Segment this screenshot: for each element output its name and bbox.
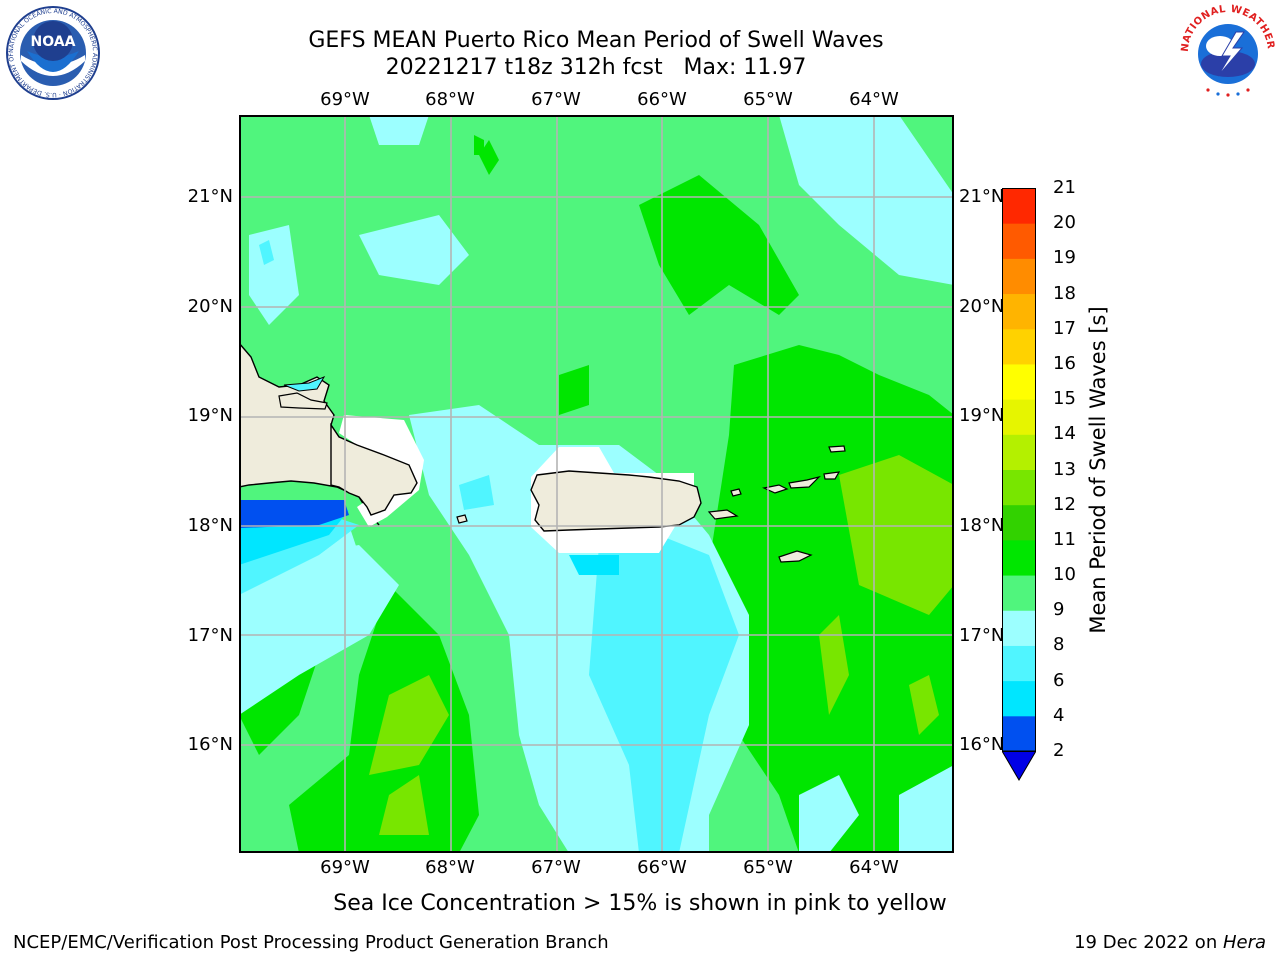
lon-label-top-64w: 64°W [849, 89, 899, 110]
nws-logo: NATIONAL WEATHER SERVICE [1178, 2, 1276, 99]
colorbar-segment [1002, 575, 1036, 611]
colorbar-title: Mean Period of Swell Waves [s] [1086, 306, 1110, 634]
lat-label-left-18n: 18°N [187, 515, 233, 536]
colorbar-segment [1002, 469, 1036, 506]
colorbar-segment [1002, 539, 1036, 576]
swell-period-map [239, 115, 954, 853]
lat-label-right-17n: 17°N [959, 625, 1005, 646]
colorbar-segment [1002, 223, 1036, 259]
lat-label-left-20n: 20°N [187, 296, 233, 317]
map-title-line2: 20221217 t18z 312h fcst Max: 11.97 [385, 55, 807, 80]
colorbar-segment [1002, 680, 1036, 717]
lon-label-top-65w: 65°W [743, 89, 793, 110]
colorbar-segment [1002, 434, 1036, 470]
contour-2-4s [239, 500, 349, 528]
hispaniola-halo [339, 415, 424, 527]
lon-label-top-69w: 69°W [320, 89, 370, 110]
colorbar-tick-label: 6 [1053, 669, 1065, 691]
colorbar-tick-label: 20 [1053, 212, 1076, 234]
vieques-island [707, 509, 739, 520]
contour-11-12s [369, 455, 954, 835]
colorbar-tick-label: 4 [1053, 704, 1065, 726]
hispaniola-land-east [330, 422, 418, 516]
colorbar [1002, 188, 1036, 781]
lon-label-bottom-67w: 67°W [531, 857, 581, 878]
lat-label-right-20n: 20°N [959, 296, 1005, 317]
colorbar-tick-label: 16 [1053, 352, 1076, 374]
lon-label-bottom-66w: 66°W [637, 857, 687, 878]
colorbar-tick-label: 2 [1053, 740, 1065, 761]
colorbar-tick-label: 21 [1053, 177, 1076, 198]
colorbar-tick-label: 12 [1053, 493, 1076, 515]
lat-label-left-21n: 21°N [187, 186, 233, 207]
lat-label-right-19n: 19°N [959, 405, 1005, 426]
credit-branch: NCEP/EMC/Verification Post Processing Pr… [13, 932, 609, 953]
map-frame [239, 115, 954, 853]
lat-label-right-18n: 18°N [959, 515, 1005, 536]
lon-label-bottom-65w: 65°W [743, 857, 793, 878]
puerto-rico-land [530, 470, 702, 532]
colorbar-tick-label: 14 [1053, 423, 1076, 445]
colorbar-segment [1002, 610, 1036, 646]
colorbar-tick-label: 17 [1053, 317, 1076, 339]
lon-label-bottom-69w: 69°W [320, 857, 370, 878]
colorbar-tick-label: 13 [1053, 458, 1076, 480]
lat-label-left-16n: 16°N [187, 734, 233, 755]
tortuga-island [278, 392, 328, 410]
credit-date: 19 Dec 2022 on Hera [1074, 932, 1266, 953]
colorbar-tick-label: 19 [1053, 247, 1076, 269]
colorbar-tick-label: 10 [1053, 564, 1076, 586]
lon-label-bottom-64w: 64°W [849, 857, 899, 878]
colorbar-tick-label: 11 [1053, 528, 1076, 550]
lat-label-left-19n: 19°N [187, 405, 233, 426]
noaa-text: NOAA [31, 34, 76, 50]
colorbar-segment [1002, 504, 1036, 541]
credit-date-text: 19 Dec 2022 on [1074, 932, 1223, 953]
map-title-line1: GEFS MEAN Puerto Rico Mean Period of Swe… [308, 28, 884, 53]
map-gridlines [239, 115, 954, 853]
colorbar-segment [1002, 645, 1036, 682]
colorbar-segment [1002, 188, 1036, 224]
lat-label-right-16n: 16°N [959, 734, 1005, 755]
colorbar-segment [1002, 363, 1036, 400]
lat-label-right-21n: 21°N [959, 186, 1005, 207]
mona-island [456, 514, 468, 524]
colorbar-frame [1002, 188, 1036, 752]
colorbar-segment [1002, 293, 1036, 330]
lon-label-bottom-68w: 68°W [425, 857, 475, 878]
lon-label-top-67w: 67°W [531, 89, 581, 110]
noaa-logo: NATIONAL OCEANIC AND ATMOSPHERIC ADMINIS… [5, 5, 100, 100]
colorbar-tick-label: 18 [1053, 282, 1076, 304]
sea-ice-note: Sea Ice Concentration > 15% is shown in … [333, 891, 947, 916]
lon-label-top-66w: 66°W [637, 89, 687, 110]
credit-host: Hera [1222, 932, 1266, 953]
colorbar-tick-label: 9 [1053, 599, 1065, 621]
gonave-lake [283, 375, 326, 392]
colorbar-segment [1002, 715, 1036, 752]
lon-label-top-68w: 68°W [425, 89, 475, 110]
colorbar-segment [1002, 258, 1036, 295]
colorbar-segment [1002, 328, 1036, 365]
virgin-islands [730, 445, 846, 563]
colorbar-tick-label: 15 [1053, 388, 1076, 410]
lat-label-left-17n: 17°N [187, 625, 233, 646]
colorbar-segment [1002, 399, 1036, 435]
colorbar-tick-label: 8 [1053, 634, 1065, 656]
